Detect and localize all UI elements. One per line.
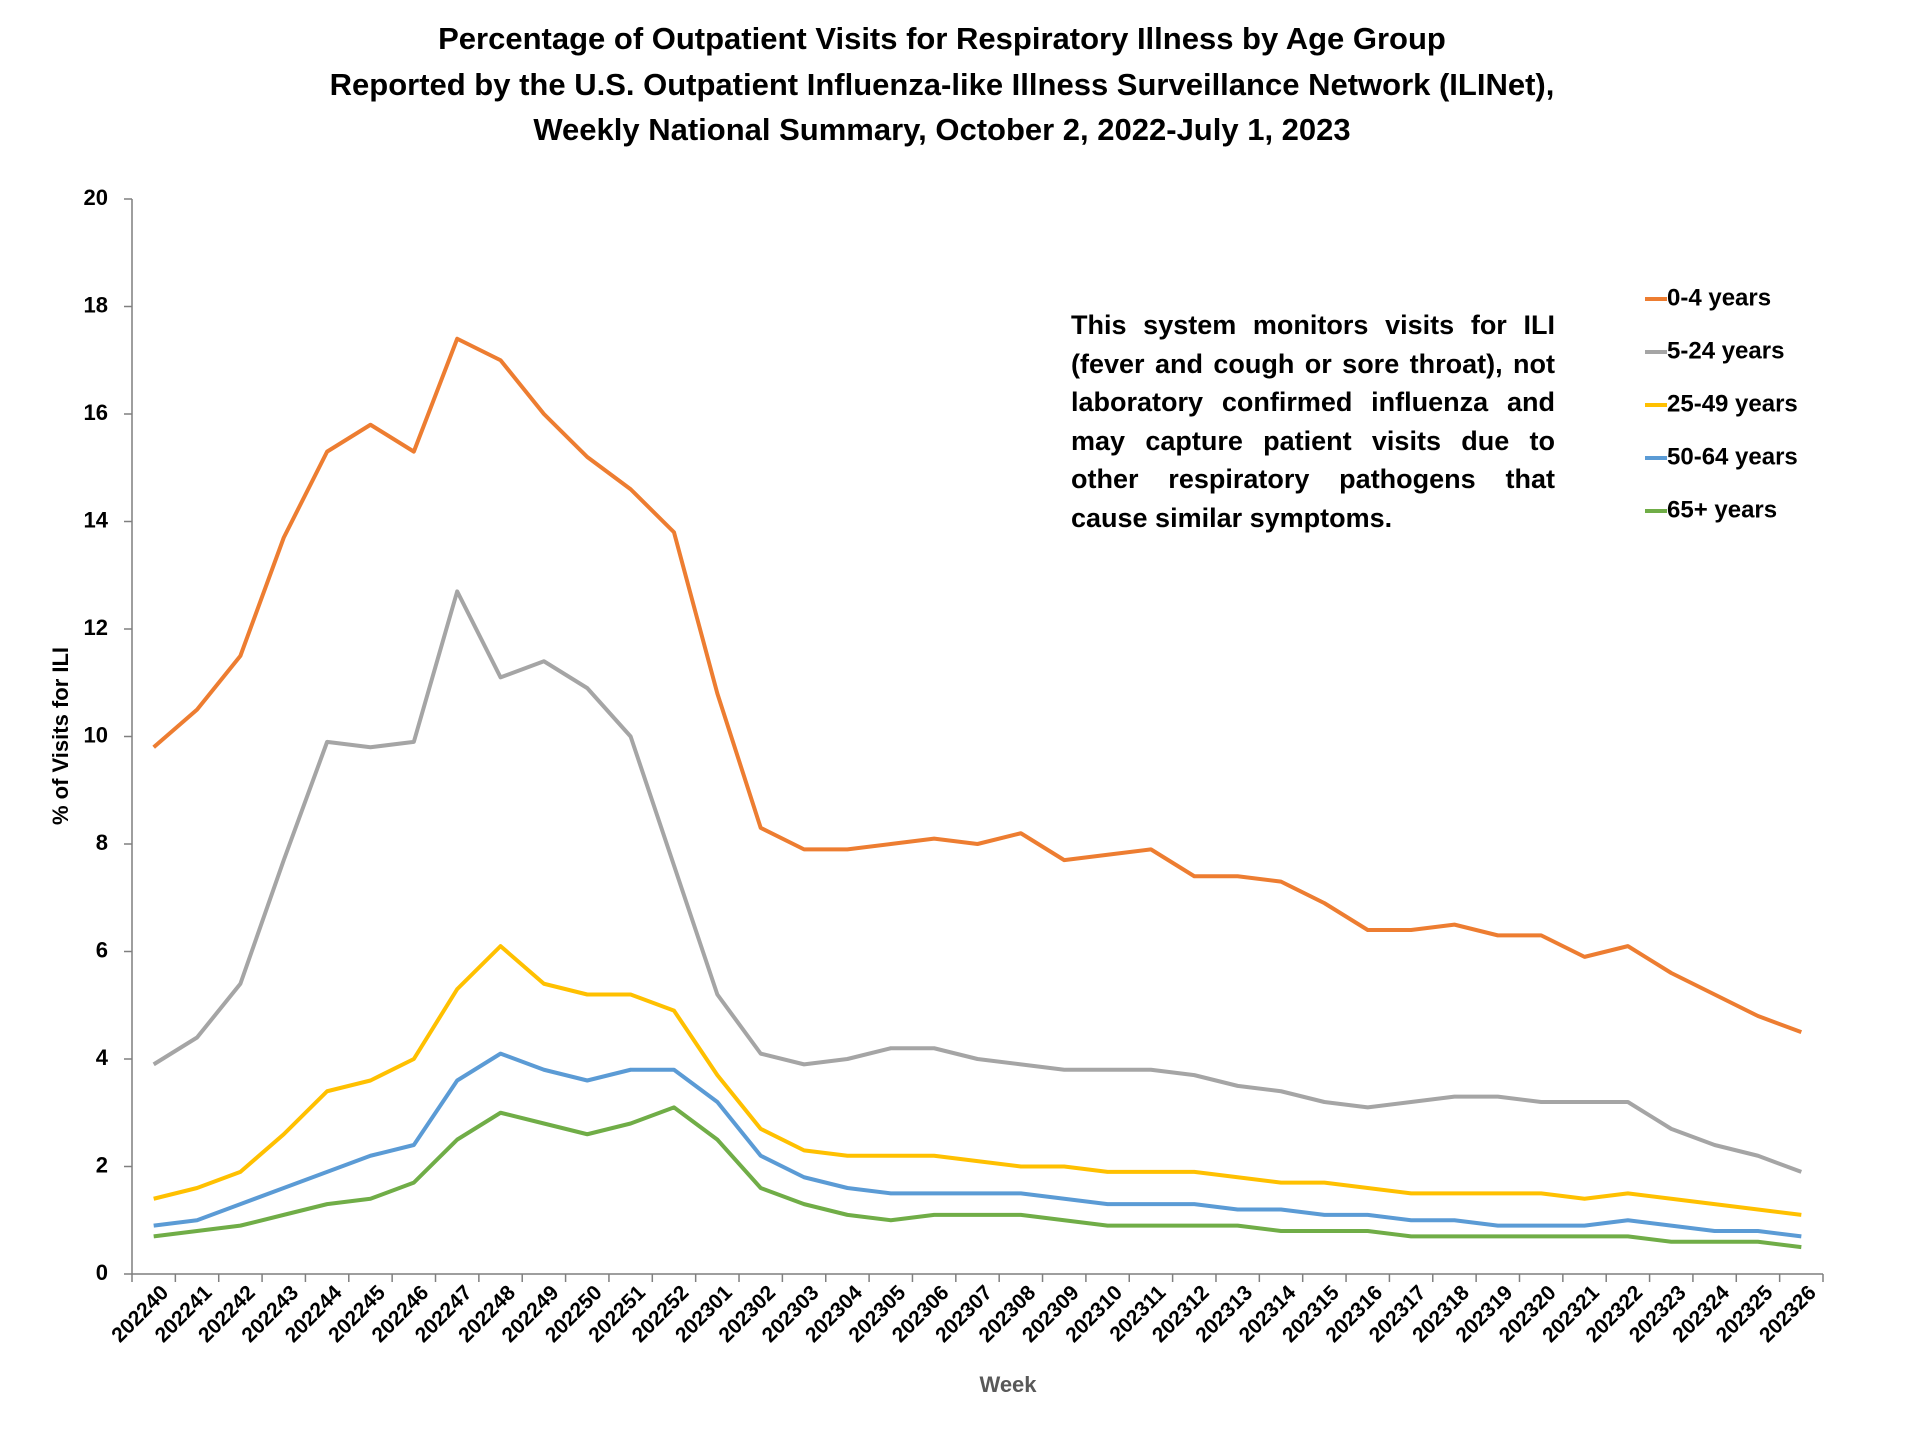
legend-label: 50-64 years	[1667, 443, 1798, 470]
y-tick-label: 2	[96, 1152, 108, 1177]
y-tick-label: 6	[96, 937, 108, 962]
y-tick-label: 0	[96, 1260, 108, 1285]
series-line	[152, 589, 1803, 1174]
series-line	[153, 1051, 1802, 1239]
x-axis-label: Week	[979, 1372, 1037, 1397]
chart-title: Weekly National Summary, October 2, 2022…	[533, 112, 1350, 147]
chart-title: Reported by the U.S. Outpatient Influenz…	[330, 67, 1555, 102]
legend-label: 65+ years	[1667, 496, 1777, 523]
series-line	[153, 1105, 1802, 1250]
y-tick-label: 4	[96, 1045, 109, 1070]
y-tick-label: 20	[84, 185, 108, 210]
legend-label: 25-49 years	[1667, 390, 1798, 417]
annotation: This system monitors visits for ILI (fev…	[1071, 310, 1555, 533]
y-tick-label: 18	[84, 292, 108, 317]
y-tick-label: 12	[84, 615, 108, 640]
y-tick-label: 14	[84, 507, 109, 532]
y-tick-label: 10	[84, 722, 108, 747]
series-line	[153, 944, 1802, 1217]
legend-label: 0-4 years	[1667, 284, 1771, 311]
y-axis-label: % of Visits for ILI	[48, 647, 73, 825]
series-line	[152, 336, 1803, 1035]
y-tick-label: 16	[84, 400, 108, 425]
chart-title: Percentage of Outpatient Visits for Resp…	[438, 21, 1446, 56]
legend-label: 5-24 years	[1667, 337, 1784, 364]
y-tick-label: 8	[96, 830, 108, 855]
